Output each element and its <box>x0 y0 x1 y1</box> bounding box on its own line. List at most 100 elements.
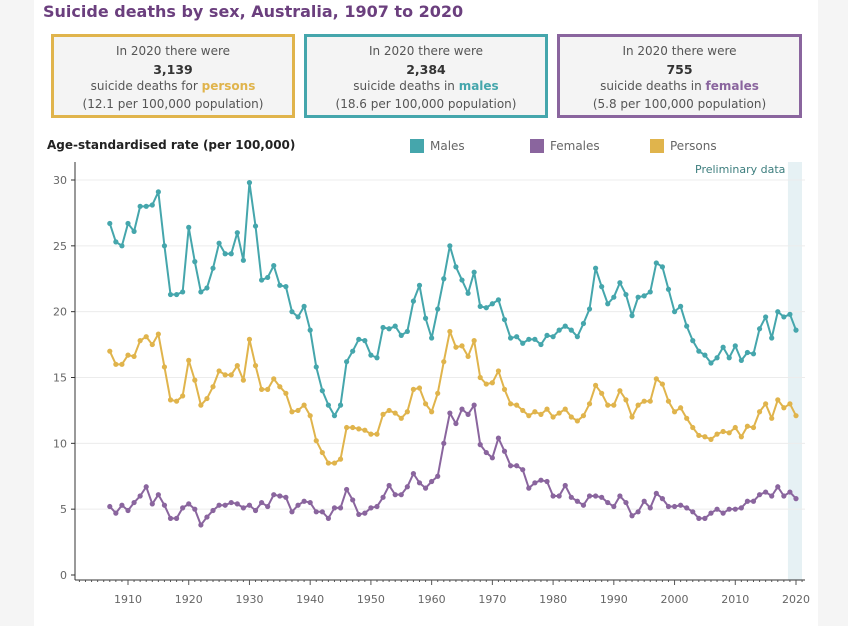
y-tick-label: 0 <box>60 569 67 582</box>
persons-data-point <box>422 401 429 407</box>
persons-data-point <box>392 410 398 416</box>
males-data-point <box>422 315 429 321</box>
females-data-point <box>750 498 757 504</box>
persons-data-point <box>489 380 495 386</box>
card-group-label: males <box>458 79 499 93</box>
males-data-point <box>726 355 732 361</box>
females-data-point <box>186 501 192 507</box>
males-data-point <box>501 316 508 323</box>
persons-data-point <box>307 413 313 419</box>
persons-data-point <box>344 424 350 431</box>
persons-data-point <box>763 401 769 407</box>
females-data-point <box>629 513 635 519</box>
females-data-point <box>447 410 453 416</box>
persons-data-point <box>167 397 174 403</box>
females-data-point <box>350 497 356 503</box>
persons-data-point <box>137 338 143 344</box>
males-data-point <box>544 332 550 338</box>
males-data-point <box>380 324 386 331</box>
females-data-point <box>422 485 429 491</box>
males-data-point <box>374 355 380 361</box>
y-tick-label: 5 <box>60 503 67 516</box>
persons-data-point <box>544 406 550 412</box>
males-data-point <box>119 243 125 249</box>
females-data-point <box>793 496 799 502</box>
females-data-point <box>471 402 477 408</box>
males-data-point <box>787 311 793 317</box>
males-swatch-icon <box>410 139 424 153</box>
persons-data-point <box>635 402 641 408</box>
males-data-point <box>574 334 580 340</box>
persons-data-point <box>671 409 678 415</box>
persons-data-point <box>538 411 544 417</box>
females-data-point <box>319 509 325 515</box>
persons-data-point <box>775 397 781 403</box>
persons-data-point <box>228 372 234 378</box>
persons-data-point <box>374 431 380 437</box>
females-data-point <box>119 502 125 508</box>
females-data-point <box>665 503 672 510</box>
persons-data-point <box>617 388 623 394</box>
persons-data-point <box>252 363 259 369</box>
females-data-point <box>738 505 744 511</box>
males-data-point <box>641 293 647 299</box>
females-data-point <box>416 480 423 486</box>
females-swatch-icon <box>530 139 544 153</box>
males-data-point <box>180 289 186 295</box>
persons-data-point <box>653 376 659 382</box>
females-data-point <box>283 494 289 500</box>
females-data-point <box>477 442 483 448</box>
females-data-point <box>720 510 726 516</box>
persons-data-point <box>246 336 253 342</box>
males-data-point <box>107 220 113 227</box>
females-data-point <box>289 509 295 515</box>
females-data-point <box>149 501 155 507</box>
card-description: suicide deaths in males <box>307 78 545 96</box>
males-data-point <box>635 294 641 300</box>
males-data-point <box>756 326 763 332</box>
females-series-line <box>109 404 797 526</box>
females-data-point <box>325 515 331 521</box>
persons-data-point <box>580 413 587 419</box>
males-series-line <box>108 181 797 417</box>
persons-data-point <box>507 401 514 407</box>
males-data-point <box>447 243 453 249</box>
persons-data-point <box>107 348 113 354</box>
card-group-label: persons <box>201 79 256 93</box>
legend-item-males[interactable]: Males <box>410 139 465 153</box>
persons-data-point <box>787 401 793 407</box>
males-data-point <box>259 277 265 283</box>
persons-data-point <box>259 386 265 392</box>
persons-data-point <box>386 407 392 414</box>
females-data-point <box>641 498 647 504</box>
legend-item-persons[interactable]: Persons <box>650 139 717 153</box>
card-count: 3,139 <box>153 61 193 77</box>
males-data-point <box>246 180 253 186</box>
persons-data-point <box>726 430 732 436</box>
persons-data-point <box>331 460 338 466</box>
males-data-point <box>708 360 714 366</box>
card-rate: (5.8 per 100,000 population) <box>592 96 767 111</box>
females-data-point <box>586 493 593 499</box>
card-description-text: suicide deaths in <box>353 79 459 93</box>
females-data-point <box>216 502 222 508</box>
persons-data-point <box>526 413 532 419</box>
chart-title: Suicide deaths by sex, Australia, 1907 t… <box>43 2 464 21</box>
females-data-point <box>228 499 234 506</box>
females-summary-card: In 2020 there were 755 suicide deaths in… <box>557 34 802 118</box>
females-data-point <box>265 503 271 510</box>
persons-data-point <box>738 434 744 440</box>
males-data-point <box>568 327 574 333</box>
males-data-point <box>489 301 495 307</box>
females-data-point <box>756 492 763 498</box>
females-data-point <box>173 515 180 521</box>
females-data-point <box>107 503 113 510</box>
persons-data-point <box>629 414 635 420</box>
females-data-point <box>599 494 605 500</box>
females-data-point <box>678 502 684 508</box>
females-data-point <box>714 506 720 512</box>
females-data-point <box>180 505 186 511</box>
legend-item-females[interactable]: Females <box>530 139 600 153</box>
persons-swatch-icon <box>650 139 664 153</box>
females-data-point <box>252 507 259 514</box>
